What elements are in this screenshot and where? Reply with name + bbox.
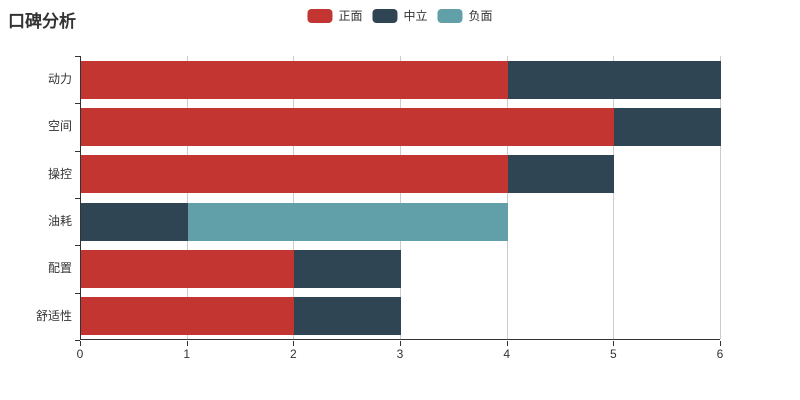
chart-title: 口碑分析 [8,12,76,31]
x-axis-label-0: 0 [76,347,84,361]
legend-item-正面[interactable]: 正面 [307,7,362,24]
y-axis-tick [75,198,80,199]
x-axis-label-4: 4 [503,347,510,361]
bar-segment-配置-中立[interactable] [294,250,401,288]
x-axis-tick [720,341,721,346]
bar-segment-油耗-负面[interactable] [187,202,508,241]
bar-row-油耗 [81,202,508,241]
bar-segment-操控-中立[interactable] [507,155,615,194]
bar-row-空间 [81,108,721,146]
x-axis-tick [187,341,188,346]
legend-item-label: 正面 [338,9,363,23]
y-axis-tick [75,340,80,341]
y-axis-label-舒适性: 舒适性 [35,308,72,323]
bar-segment-配置-正面[interactable] [81,250,295,288]
plot-area [80,56,721,340]
legend-marker-icon [437,8,463,23]
legend-item-中立[interactable]: 中立 [372,7,428,24]
legend-item-负面[interactable]: 负面 [437,7,493,24]
y-axis-tick [75,151,80,152]
bar-row-动力 [81,60,721,99]
x-axis-label-2: 2 [289,347,297,361]
gridline [400,56,401,339]
gridline [506,56,508,339]
x-axis-tick [507,341,508,346]
x-axis-tick [293,341,294,346]
bar-row-配置 [81,250,401,288]
y-axis-tick [75,56,80,57]
y-axis-tick [75,103,80,104]
bar-segment-油耗-中立[interactable] [81,202,188,241]
bar-row-操控 [81,155,615,194]
gridline [186,56,188,339]
y-axis-label-油耗: 油耗 [47,214,72,228]
x-axis-label-3: 3 [396,347,404,361]
bar-segment-舒适性-中立[interactable] [294,297,401,336]
gridline [293,56,295,339]
legend-item-label: 中立 [403,9,428,23]
bar-segment-空间-中立[interactable] [614,108,721,146]
legend-marker-icon [372,8,398,23]
legend: 正面 中立 负面 [307,7,493,24]
gridline [720,56,721,339]
y-axis-label-空间: 空间 [47,119,72,134]
bar-segment-舒适性-正面[interactable] [81,297,295,336]
y-axis-label-动力: 动力 [47,72,72,86]
legend-marker-icon [307,8,333,23]
y-axis-label-操控: 操控 [47,166,72,181]
x-axis-label-1: 1 [183,347,190,361]
y-axis-label-配置: 配置 [47,261,72,276]
bar-segment-空间-正面[interactable] [81,108,615,146]
x-axis-tick [613,341,614,346]
x-axis-tick [400,341,401,346]
x-axis-label-5: 5 [609,347,617,361]
bar-segment-动力-正面[interactable] [81,60,508,99]
bar-segment-动力-中立[interactable] [507,60,721,99]
bar-row-舒适性 [81,297,401,336]
x-axis-label-6: 6 [716,347,724,361]
bar-segment-操控-正面[interactable] [81,155,508,194]
y-axis-tick [75,293,80,294]
gridline [613,56,615,339]
x-axis-tick [80,341,81,346]
y-axis-tick [75,245,80,246]
legend-item-label: 负面 [468,9,493,23]
